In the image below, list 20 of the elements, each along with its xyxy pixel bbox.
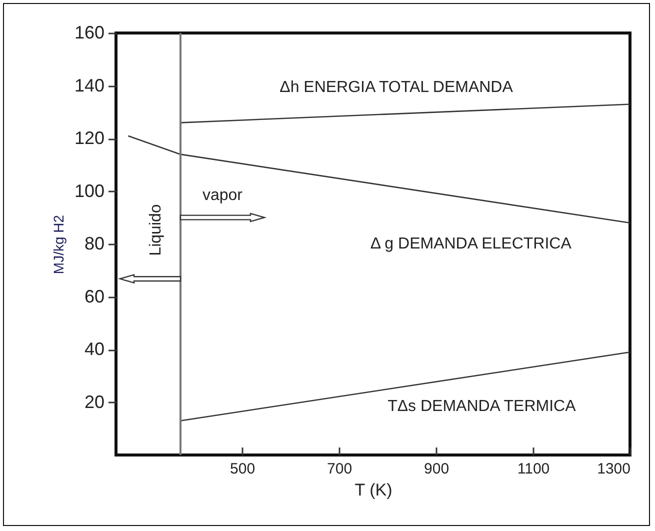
x-tick-label: 700 [327,460,352,478]
series-label: TΔs DEMANDA TERMICA [388,398,576,415]
y-tick-label: 40 [84,339,104,359]
series-label: Δ g DEMANDA ELECTRICA [370,236,572,253]
annotation: vapor [202,187,244,204]
y-tick-label: 100 [74,180,104,201]
x-tick-label: 1300 [597,460,630,478]
x-tick-label: 500 [230,460,256,478]
x-axis-title: T (K) [354,480,392,500]
y-tick-label: 20 [84,392,104,412]
y-tick-label: 60 [84,286,104,306]
y-tick-label: 140 [74,75,104,96]
x-tick-label: 1100 [517,460,550,478]
annotation: Liquido [147,204,164,256]
y-axis-title: MJ/kg H2 [50,214,66,274]
series-label: Δh ENERGIA TOTAL DEMANDA [280,78,514,96]
x-tick-label: 900 [424,460,450,478]
y-tick-label: 160 [74,22,104,42]
y-tick-label: 80 [84,234,104,254]
y-tick-label: 120 [74,128,104,148]
